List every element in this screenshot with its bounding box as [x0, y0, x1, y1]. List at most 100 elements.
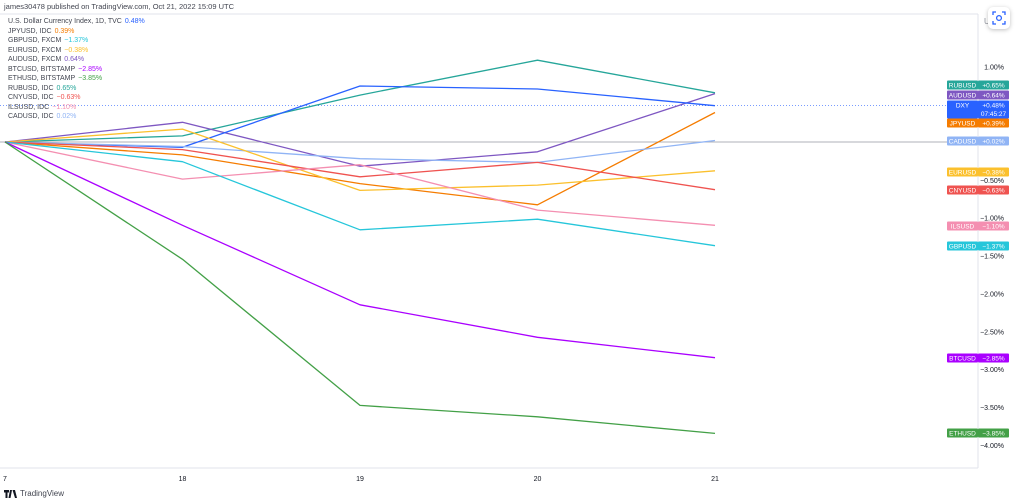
legend-row-eurusd[interactable]: EURUSD, FXCM −0.38% [8, 46, 145, 56]
tag-symbol-box [947, 80, 978, 90]
tag-value: −1.10% [982, 224, 1004, 231]
value-tag-ilsusd: ILSUSD −1.10% [947, 221, 1009, 231]
tag-symbol-box [947, 100, 978, 119]
value-tag-eurusd: EURUSD −0.38% [947, 167, 1009, 177]
series-line-ethusd [4, 141, 716, 435]
legend-name: CNYUSD, IDC [8, 94, 54, 101]
legend: U.S. Dollar Currency Index, 1D, TVC 0.48%… [8, 17, 145, 122]
tag-symbol-box [947, 241, 978, 251]
series-line-btcusd [4, 141, 716, 359]
y-tick-label: −1.00% [980, 216, 1004, 223]
tag-symbol-box [947, 136, 978, 146]
camera-icon [992, 11, 1006, 25]
value-tag-jpyusd: JPYUSD +0.39% [947, 118, 1009, 128]
legend-name: JPYUSD, IDC [8, 27, 52, 35]
legend-value: −0.38% [64, 46, 89, 54]
tag-value: −2.85% [982, 356, 1004, 363]
legend-name: GBPUSD, FXCM [8, 37, 62, 44]
legend-row-ilsusd[interactable]: ILSUSD, IDC −1.10% [8, 103, 145, 113]
tag-symbol-box [947, 118, 978, 128]
legend-name: ILSUSD, IDC [8, 103, 50, 111]
tag-value-box [978, 118, 1009, 128]
legend-value: −1.10% [52, 103, 77, 111]
legend-value: −3.85% [78, 75, 103, 82]
legend-name: RUBUSD, IDC [8, 84, 54, 92]
tradingview-branding[interactable]: TradingView [4, 489, 64, 498]
legend-row-gbpusd[interactable]: GBPUSD, FXCM −1.37% [8, 36, 145, 46]
tag-symbol: DXY [956, 103, 970, 110]
y-tick-label: −3.50% [980, 405, 1004, 412]
value-tag-dxy: DXY +0.48%07:45:27 [947, 100, 1009, 119]
tag-value-box [978, 136, 1009, 146]
tag-value: +0.65% [982, 83, 1004, 90]
legend-value: 0.48% [124, 18, 145, 25]
series-line-cnyusd [4, 141, 716, 191]
x-tick-label: 20 [534, 476, 542, 483]
tag-symbol-box [947, 167, 978, 177]
legend-row-ethusd[interactable]: ETHUSD, BITSTAMP −3.85% [8, 74, 145, 84]
tag-value: −3.85% [982, 431, 1004, 438]
legend-row-btcusd[interactable]: BTCUSD, BITSTAMP −2.85% [8, 65, 145, 75]
y-tick-label: −3.00% [980, 367, 1004, 374]
legend-value: 0.02% [56, 113, 77, 120]
legend-name: CADUSD, IDC [8, 113, 54, 120]
tag-value: −1.37% [982, 244, 1004, 251]
legend-name: AUDUSD, FXCM [8, 56, 62, 63]
tag-value: −0.38% [982, 170, 1004, 177]
series-line-rubusd [4, 59, 716, 143]
legend-name: U.S. Dollar Currency Index, 1D, TVC [8, 18, 122, 25]
value-tag-audusd: AUDUSD +0.64% [947, 90, 1009, 100]
tag-symbol: GBPUSD [949, 244, 977, 251]
legend-value: 0.39% [54, 27, 75, 35]
tag-symbol: CADUSD [949, 139, 977, 146]
x-tick-label: 7 [3, 476, 7, 483]
y-tick-label: −2.00% [980, 291, 1004, 298]
tag-value-box [978, 353, 1009, 363]
legend-row-cnyusd[interactable]: CNYUSD, IDC −0.63% [8, 93, 145, 103]
value-tag-cnyusd: CNYUSD −0.63% [947, 185, 1009, 195]
legend-row-dxy[interactable]: U.S. Dollar Currency Index, 1D, TVC 0.48% [8, 17, 145, 27]
legend-value: 0.64% [64, 56, 85, 63]
x-tick-label: 18 [179, 476, 187, 483]
legend-row-rubusd[interactable]: RUBUSD, IDC 0.65% [8, 84, 145, 94]
value-tag-rubusd: RUBUSD +0.65% [947, 80, 1009, 90]
tag-value-box [978, 80, 1009, 90]
tag-value-box [978, 167, 1009, 177]
x-tick-label: 19 [356, 476, 364, 483]
tag-symbol: CNYUSD [949, 188, 977, 195]
series-line-cadusd [4, 139, 716, 164]
legend-name: EURUSD, FXCM [8, 46, 62, 54]
tag-value: +0.02% [982, 139, 1004, 146]
x-tick-label: 21 [711, 476, 719, 483]
legend-row-audusd[interactable]: AUDUSD, FXCM 0.64% [8, 55, 145, 65]
tag-symbol-box [947, 428, 978, 438]
legend-value: −2.85% [78, 65, 103, 73]
legend-value: −1.37% [64, 37, 89, 44]
value-tag-cadusd: CADUSD +0.02% [947, 136, 1009, 146]
tag-symbol-box [947, 221, 978, 231]
tag-symbol-box [947, 185, 978, 195]
tag-symbol: ILSUSD [951, 224, 975, 231]
tag-value-box [978, 185, 1009, 195]
legend-name: ETHUSD, BITSTAMP [8, 75, 76, 82]
tag-value-box [978, 221, 1009, 231]
branding-text: TradingView [20, 489, 65, 498]
series-line-audusd [4, 92, 716, 167]
value-tag-ethusd: ETHUSD −3.85% [947, 428, 1009, 438]
legend-row-cadusd[interactable]: CADUSD, IDC 0.02% [8, 112, 145, 122]
tag-countdown: 07:45:27 [981, 111, 1007, 118]
tag-symbol-box [947, 90, 978, 100]
tag-value-box [978, 90, 1009, 100]
value-tag-btcusd: BTCUSD −2.85% [947, 353, 1009, 363]
tag-symbol-box [947, 353, 978, 363]
screenshot-button[interactable] [988, 7, 1010, 29]
legend-value: 0.65% [56, 84, 77, 92]
legend-value: −0.63% [56, 94, 81, 101]
legend-row-jpyusd[interactable]: JPYUSD, IDC 0.39% [8, 27, 145, 37]
y-tick-label: −4.00% [980, 443, 1004, 450]
legend-name: BTCUSD, BITSTAMP [8, 65, 76, 73]
y-tick-label: 1.00% [984, 64, 1004, 71]
series-line-gbpusd [4, 141, 716, 247]
tag-value: −0.63% [982, 188, 1004, 195]
